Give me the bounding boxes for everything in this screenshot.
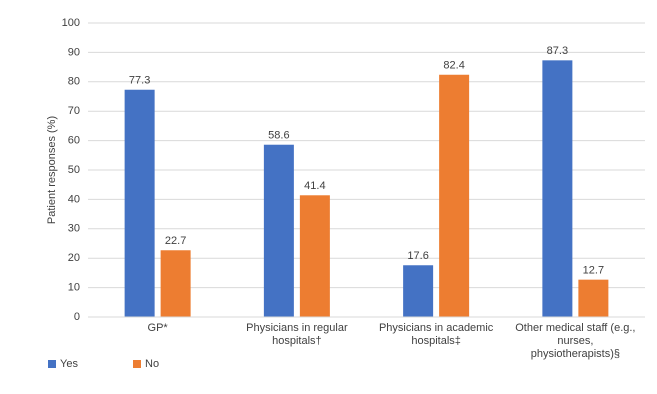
x-tick-label: GP* xyxy=(147,322,168,334)
bar xyxy=(403,265,434,317)
y-tick-label: 30 xyxy=(68,223,80,235)
bar xyxy=(542,60,573,317)
data-label: 77.3 xyxy=(129,75,150,87)
y-tick-label: 20 xyxy=(68,252,80,264)
y-tick-label: 100 xyxy=(62,17,80,29)
y-tick-label: 10 xyxy=(68,282,80,294)
y-tick-label: 0 xyxy=(74,311,80,323)
data-label: 82.4 xyxy=(443,60,464,72)
y-tick-label: 60 xyxy=(68,135,80,147)
legend-swatch xyxy=(133,360,141,368)
data-label: 17.6 xyxy=(407,250,428,262)
bar xyxy=(299,195,330,317)
x-tick-label: Other medical staff (e.g., nurses, physi… xyxy=(515,322,636,360)
data-label: 22.7 xyxy=(165,235,186,247)
legend-swatch xyxy=(48,360,56,368)
y-tick-label: 50 xyxy=(68,164,80,176)
legend-label: No xyxy=(145,358,159,370)
y-axis-label: Patient responses (%) xyxy=(46,116,58,224)
bar xyxy=(578,279,609,317)
data-label: 87.3 xyxy=(547,45,568,57)
data-label: 41.4 xyxy=(304,180,325,192)
x-tick-label: Physicians in academic hospitals‡ xyxy=(378,322,494,347)
bar xyxy=(160,250,191,317)
y-tick-label: 80 xyxy=(68,76,80,88)
bar xyxy=(263,144,294,317)
y-tick-label: 90 xyxy=(68,46,80,58)
data-label: 12.7 xyxy=(583,265,604,277)
y-tick-label: 40 xyxy=(68,193,80,205)
x-tick-label: Physicians in regular hospitals† xyxy=(246,322,348,347)
y-tick-label: 70 xyxy=(68,105,80,117)
data-label: 58.6 xyxy=(268,130,289,142)
bar xyxy=(439,74,470,317)
legend-label: Yes xyxy=(60,358,78,370)
bar xyxy=(124,89,155,317)
